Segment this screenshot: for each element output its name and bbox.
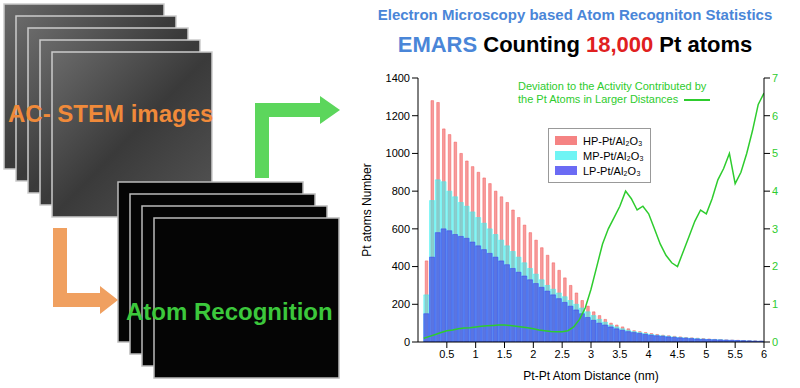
svg-text:3.5: 3.5 [612,348,627,360]
svg-text:2.5: 2.5 [555,348,570,360]
svg-text:3: 3 [772,223,778,235]
svg-text:0.5: 0.5 [439,348,454,360]
svg-text:0: 0 [404,336,410,348]
html-text:MP-Pt/Al₂O₃: MP-Pt/Al₂O₃ [583,149,644,162]
html-text:Atom Recognition: Atom Recognition [126,298,333,325]
html-text:EMARS Counting 18,000 Pt atoms: EMARS Counting 18,000 Pt atoms [397,32,753,57]
svg-text:2: 2 [772,260,778,272]
svg-text:1200: 1200 [386,110,410,122]
svg-text:800: 800 [392,185,410,197]
html-text:Deviation to the Activity Cont: Deviation to the Activity Contributed by… [518,80,707,105]
svg-text:2: 2 [530,348,536,360]
svg-text:200: 200 [392,298,410,310]
svg-text:4: 4 [646,348,652,360]
svg-text:0: 0 [772,336,778,348]
svg-text:6: 6 [761,348,767,360]
svg-text:Pt atoms Number: Pt atoms Number [360,163,374,256]
svg-text:400: 400 [392,260,410,272]
svg-text:6: 6 [772,110,778,122]
svg-text:1000: 1000 [386,147,410,159]
svg-text:4: 4 [772,185,778,197]
html-text:LP-Pt/Al₂O₃: LP-Pt/Al₂O₃ [583,164,641,177]
html-text:AC- STEM images: AC- STEM images [8,100,214,127]
svg-text:1: 1 [473,348,479,360]
svg-text:1.5: 1.5 [497,348,512,360]
svg-text:Pt-Pt Atom Distance (nm): Pt-Pt Atom Distance (nm) [523,369,658,383]
html-text:Electron Microscopy based Atom: Electron Microscopy based Atom Recognito… [377,6,773,23]
svg-text:5: 5 [703,348,709,360]
svg-text:4.5: 4.5 [670,348,685,360]
html-text:HP-Pt/Al₂O₃: HP-Pt/Al₂O₃ [583,134,643,147]
svg-text:5.5: 5.5 [728,348,743,360]
svg-text:3: 3 [588,348,594,360]
svg-text:5: 5 [772,147,778,159]
svg-text:1: 1 [772,298,778,310]
svg-text:7: 7 [772,72,778,84]
svg-text:600: 600 [392,223,410,235]
svg-text:1400: 1400 [386,72,410,84]
